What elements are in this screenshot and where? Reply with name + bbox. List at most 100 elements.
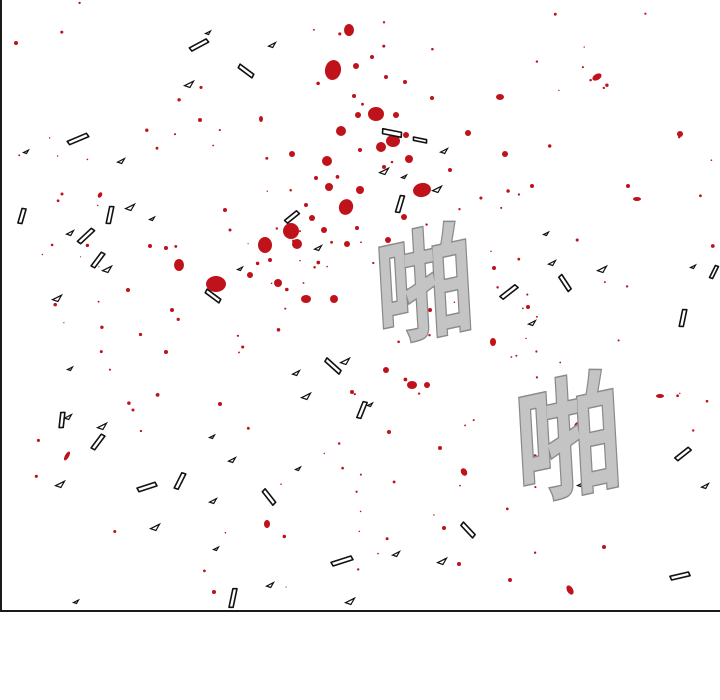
blood-speck xyxy=(266,190,269,192)
glass-shard xyxy=(66,132,90,146)
blood-speck xyxy=(515,354,518,357)
glass-fragment xyxy=(64,229,76,237)
blood-speck xyxy=(298,230,302,233)
blood-drop xyxy=(60,192,64,196)
glass-fragment xyxy=(207,497,219,505)
blood-speck xyxy=(100,325,104,330)
blood-speck xyxy=(236,334,240,337)
blood-drop xyxy=(430,96,434,100)
blood-speck xyxy=(255,261,260,266)
blood-speck xyxy=(337,442,341,445)
blood-speck xyxy=(34,474,38,478)
blood-drop xyxy=(131,408,135,412)
glass-fragment xyxy=(182,79,196,89)
blood-speck xyxy=(479,196,483,200)
blood-speck xyxy=(356,568,360,571)
glass-shard xyxy=(90,251,106,269)
blood-drop xyxy=(530,184,534,188)
blood-speck xyxy=(490,250,492,253)
blood-drop xyxy=(592,73,602,81)
blood-speck xyxy=(292,239,295,243)
glass-fragment xyxy=(338,356,352,366)
glass-fragment xyxy=(115,157,127,165)
blood-speck xyxy=(459,484,461,487)
glass-fragment xyxy=(203,29,213,36)
blood-speck xyxy=(276,328,281,332)
blood-drop xyxy=(368,107,384,121)
blood-drop xyxy=(350,390,354,394)
glass-fragment xyxy=(435,556,449,566)
blood-speck xyxy=(36,438,40,442)
blood-drop xyxy=(383,367,389,373)
blood-speck xyxy=(212,144,215,147)
blood-drop xyxy=(490,338,496,346)
blood-drop xyxy=(424,382,430,388)
blood-speck xyxy=(382,21,386,24)
glass-fragment xyxy=(147,215,157,222)
glass-shard xyxy=(324,357,342,375)
blood-drop xyxy=(338,199,354,215)
blood-speck xyxy=(382,44,386,48)
blood-drop xyxy=(324,60,342,80)
blood-speck xyxy=(218,129,221,132)
blood-drop xyxy=(403,132,409,138)
blood-speck xyxy=(284,307,287,310)
blood-speck xyxy=(85,243,90,248)
comic-panel: 啪 啪 xyxy=(0,0,720,612)
blood-speck xyxy=(78,1,81,5)
glass-shard xyxy=(381,127,403,139)
blood-speck xyxy=(392,480,396,484)
blood-drop xyxy=(174,259,184,271)
blood-speck xyxy=(581,66,584,69)
blood-speck xyxy=(323,452,326,455)
blood-speck xyxy=(53,302,57,307)
blood-drop xyxy=(304,203,308,207)
blood-drop xyxy=(393,112,399,118)
glass-shard xyxy=(678,308,688,328)
blood-speck xyxy=(361,102,364,106)
glass-shard xyxy=(136,481,158,493)
glass-fragment xyxy=(399,173,409,180)
blood-drop xyxy=(633,197,641,201)
blood-drop xyxy=(457,562,461,566)
glass-shard xyxy=(669,571,691,581)
glass-fragment xyxy=(546,259,558,267)
blood-speck xyxy=(547,144,552,148)
blood-speck xyxy=(360,241,362,244)
blood-speck xyxy=(113,529,117,534)
blood-drop xyxy=(438,446,442,450)
blood-speck xyxy=(575,238,579,242)
blood-drop xyxy=(170,308,174,312)
glass-fragment xyxy=(526,319,538,327)
blood-speck xyxy=(644,12,647,15)
blood-speck xyxy=(177,98,181,102)
blood-drop xyxy=(448,168,452,172)
glass-fragment xyxy=(100,264,114,274)
blood-drop xyxy=(223,208,227,212)
blood-speck xyxy=(605,83,609,87)
blood-speck xyxy=(428,334,431,337)
glass-fragment xyxy=(21,148,31,155)
blood-speck xyxy=(155,393,160,397)
glass-fragment xyxy=(377,166,391,176)
blood-speck xyxy=(265,156,269,160)
glass-shard xyxy=(188,38,210,52)
blood-drop xyxy=(355,226,359,230)
glass-shard xyxy=(17,207,27,225)
blood-drop xyxy=(322,156,332,166)
blood-drop xyxy=(376,142,386,152)
blood-speck xyxy=(505,507,509,511)
blood-drop xyxy=(404,288,408,292)
glass-shard xyxy=(283,210,301,224)
glass-shard xyxy=(90,433,106,451)
glass-shard xyxy=(394,194,406,214)
blood-speck xyxy=(403,377,408,382)
blood-drop xyxy=(228,228,232,232)
blood-speck xyxy=(224,531,227,534)
blood-speck xyxy=(280,483,282,485)
blood-speck xyxy=(341,466,344,470)
glass-shard xyxy=(355,400,369,420)
blood-drop xyxy=(626,184,630,188)
sound-effect-2: 啪 xyxy=(511,355,627,528)
blood-speck xyxy=(402,253,404,256)
